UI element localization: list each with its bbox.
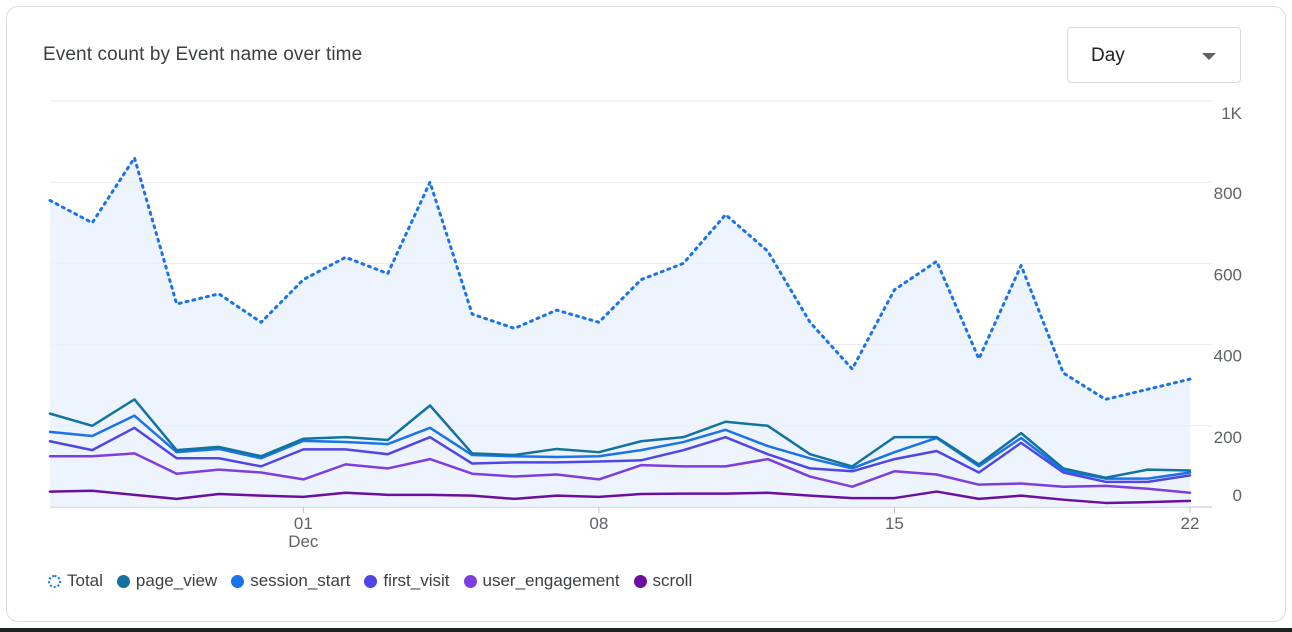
legend-item-page-view[interactable]: page_view [116, 571, 218, 591]
y-tick-label: 600 [1214, 265, 1242, 284]
chart-title: Event count by Event name over time [43, 44, 363, 65]
legend-swatch-icon [633, 574, 647, 588]
y-tick-label: 800 [1214, 184, 1242, 203]
legend-item-session-start[interactable]: session_start [231, 571, 350, 591]
legend-swatch-icon [364, 574, 378, 588]
legend-item-user-engagement[interactable]: user_engagement [463, 571, 620, 591]
dropdown-caret-icon [1202, 53, 1216, 60]
x-tick-label: 08 [589, 514, 608, 533]
granularity-dropdown[interactable]: Day [1067, 27, 1241, 83]
legend-label: first_visit [383, 571, 450, 590]
y-tick-label: 1K [1221, 104, 1242, 123]
y-tick-label: 200 [1214, 428, 1242, 447]
y-tick-label: 0 [1233, 486, 1242, 505]
series-line-first-visit [48, 426, 1192, 484]
bottom-divider [0, 628, 1292, 632]
x-tick-sublabel: Dec [288, 532, 319, 551]
legend: Total page_view session_start first_visit us… [48, 570, 706, 592]
x-tick-label: 15 [885, 514, 904, 533]
series-line-session-start [48, 414, 1192, 480]
legend-item-scroll[interactable]: scroll [633, 571, 693, 591]
legend-swatch-icon [463, 574, 477, 588]
legend-label: Total [67, 571, 103, 590]
series-line-total [48, 156, 1192, 401]
y-axis: 1K 800 600 400 200 0 [1214, 104, 1243, 505]
total-area-fill [50, 157, 1190, 507]
legend-label: page_view [135, 571, 218, 590]
total-area [50, 157, 1190, 507]
x-tick-label: 22 [1181, 514, 1200, 533]
legend-swatch-icon [116, 574, 130, 588]
legend-label: session_start [250, 571, 351, 590]
series-line-scroll [48, 489, 1192, 505]
series-lines [48, 156, 1192, 505]
legend-swatch-icon [231, 574, 245, 588]
granularity-selected-value: Day [1091, 45, 1125, 66]
legend-item-first-visit[interactable]: first_visit [364, 571, 450, 591]
legend-swatch-icon [48, 574, 61, 588]
series-line-user-engagement [48, 452, 1192, 495]
y-tick-label: 400 [1214, 347, 1242, 366]
x-tick-label: 01 [294, 514, 313, 533]
series-line-page-view [48, 398, 1192, 480]
legend-label: scroll [652, 571, 693, 590]
legend-label: user_engagement [482, 571, 620, 590]
legend-item-total[interactable]: Total [48, 571, 103, 591]
